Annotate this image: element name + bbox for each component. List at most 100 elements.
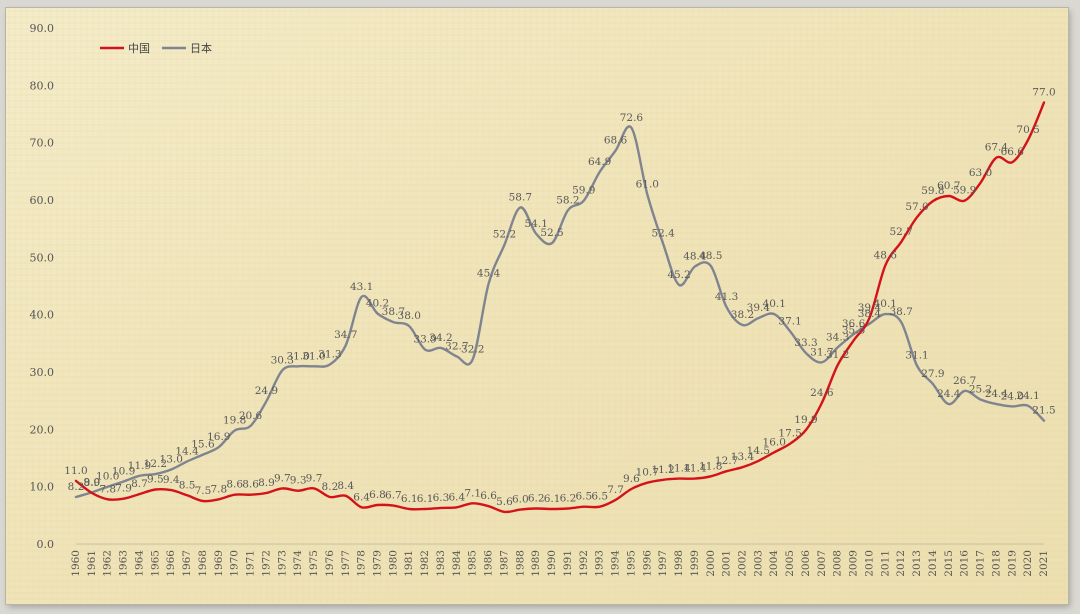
data-label-china: 11.4 [683, 463, 707, 475]
x-tick-label: 2007 [816, 550, 828, 577]
data-label-china: 14.5 [747, 445, 770, 457]
data-label-japan: 45.2 [667, 269, 690, 281]
x-tick-label: 1997 [657, 550, 669, 577]
x-tick-label: 1962 [102, 550, 114, 577]
data-label-japan: 31.0 [286, 350, 309, 362]
x-tick-label: 2004 [768, 550, 780, 577]
data-label-japan: 41.3 [715, 291, 738, 303]
data-label-china: 5.6 [496, 496, 513, 508]
data-label-japan: 40.1 [874, 298, 897, 310]
data-label-china: 9.4 [163, 474, 180, 486]
data-label-japan: 38.7 [382, 306, 405, 318]
x-tick-label: 1981 [403, 550, 415, 577]
x-tick-label: 1987 [498, 550, 510, 577]
data-label-china: 6.4 [353, 491, 370, 503]
data-label-china: 39.4 [858, 302, 882, 314]
data-label-china: 8.9 [258, 477, 275, 489]
x-axis: 1960 1961 1962 1963 1964 1965 1966 1967 1968 1969… [70, 550, 1050, 577]
x-tick-label: 1986 [483, 550, 495, 577]
data-label-china: 48.6 [874, 249, 898, 261]
data-label-japan: 10.0 [96, 471, 119, 483]
y-tick-label: 90.0 [30, 22, 55, 35]
data-label-china: 77.0 [1032, 87, 1055, 99]
line-chart: 0.010.020.030.040.050.060.070.080.090.0 … [6, 8, 1068, 604]
data-label-china: 6.5 [591, 491, 608, 503]
data-label-china: 6.3 [433, 492, 450, 504]
x-tick-label: 1974 [292, 550, 304, 577]
data-label-japan: 45.4 [477, 268, 501, 280]
series-line-china [74, 101, 1046, 514]
y-tick-label: 70.0 [30, 137, 55, 150]
x-tick-label: 1972 [260, 550, 272, 577]
data-label-china: 52.7 [889, 226, 912, 238]
data-label-japan: 52.5 [540, 227, 563, 239]
series-layer [74, 101, 1046, 514]
data-label-japan: 32.2 [461, 343, 484, 355]
data-label-japan: 37.1 [778, 315, 801, 327]
y-tick-label: 60.0 [30, 194, 55, 207]
x-tick-label: 2012 [895, 550, 907, 577]
data-label-china: 11.4 [667, 463, 691, 475]
data-label-japan: 38.4 [858, 308, 882, 320]
x-tick-label: 1985 [467, 550, 479, 577]
data-label-china: 8.6 [242, 479, 259, 491]
x-tick-label: 1988 [514, 550, 526, 577]
y-tick-label: 80.0 [30, 79, 55, 92]
data-label-china: 60.7 [937, 180, 960, 192]
data-label-china: 11.0 [64, 465, 87, 477]
series-line-japan [74, 125, 1046, 499]
data-label-japan: 31.0 [302, 350, 325, 362]
x-tick-label: 2003 [752, 550, 764, 577]
data-label-china: 9.3 [290, 475, 307, 487]
data-label-china: 6.8 [369, 489, 386, 501]
x-tick-label: 1968 [197, 550, 209, 577]
x-tick-label: 1966 [165, 550, 177, 577]
y-tick-label: 20.0 [30, 423, 55, 436]
data-label-china: 9.7 [306, 472, 323, 484]
data-label-china: 67.4 [985, 142, 1009, 154]
y-axis: 0.0 10.0 20.0 30.0 40.0 50.0 60.0 70.0 80.0 90.0 [30, 22, 55, 551]
x-tick-label: 1961 [86, 550, 98, 577]
data-label-china: 8.6 [226, 479, 243, 491]
x-tick-label: 1964 [133, 550, 145, 577]
data-label-japan: 72.6 [620, 112, 644, 124]
data-label-china: 6.1 [417, 493, 434, 505]
data-label-china: 9.6 [623, 473, 640, 485]
data-label-japan: 31.7 [810, 346, 833, 358]
data-label-japan: 32.7 [445, 341, 468, 353]
data-label-china: 7.5 [195, 485, 212, 497]
data-label-japan: 11.9 [128, 460, 151, 472]
data-label-china: 6.4 [449, 491, 466, 503]
data-label-china: 6.5 [575, 491, 592, 503]
x-tick-label: 2018 [990, 550, 1002, 577]
data-label-japan: 26.7 [953, 375, 976, 387]
data-label-china: 70.5 [1016, 124, 1039, 136]
data-label-china: 11.8 [699, 460, 722, 472]
x-tick-label: 2011 [879, 550, 891, 577]
x-tick-label: 1991 [562, 550, 574, 577]
x-tick-label: 1992 [578, 550, 590, 577]
x-tick-label: 1980 [387, 550, 399, 577]
x-tick-label: 1999 [689, 550, 701, 577]
x-tick-label: 2000 [705, 550, 717, 577]
x-tick-label: 1973 [276, 550, 288, 577]
data-label-japan: 58.7 [509, 191, 532, 203]
x-tick-label: 2017 [975, 550, 987, 577]
x-tick-label: 2021 [1038, 550, 1050, 577]
data-label-china: 6.7 [385, 490, 402, 502]
data-label-japan: 27.9 [921, 368, 944, 380]
x-tick-label: 1963 [118, 550, 130, 577]
legend-label-china: 中国 [128, 42, 150, 55]
x-tick-label: 2001 [721, 550, 733, 577]
data-label-japan: 38.2 [731, 309, 754, 321]
legend: 中国 日本 [100, 41, 212, 55]
data-label-china: 8.2 [322, 481, 339, 493]
y-tick-label: 50.0 [30, 251, 55, 264]
data-label-japan: 12.2 [144, 458, 167, 470]
data-label-japan: 30.3 [271, 354, 294, 366]
x-tick-label: 1995 [625, 550, 637, 577]
data-label-china: 66.6 [1001, 146, 1025, 158]
y-tick-label: 0.0 [37, 538, 55, 551]
data-label-china: 6.1 [544, 493, 561, 505]
data-label-japan: 52.4 [651, 228, 675, 240]
